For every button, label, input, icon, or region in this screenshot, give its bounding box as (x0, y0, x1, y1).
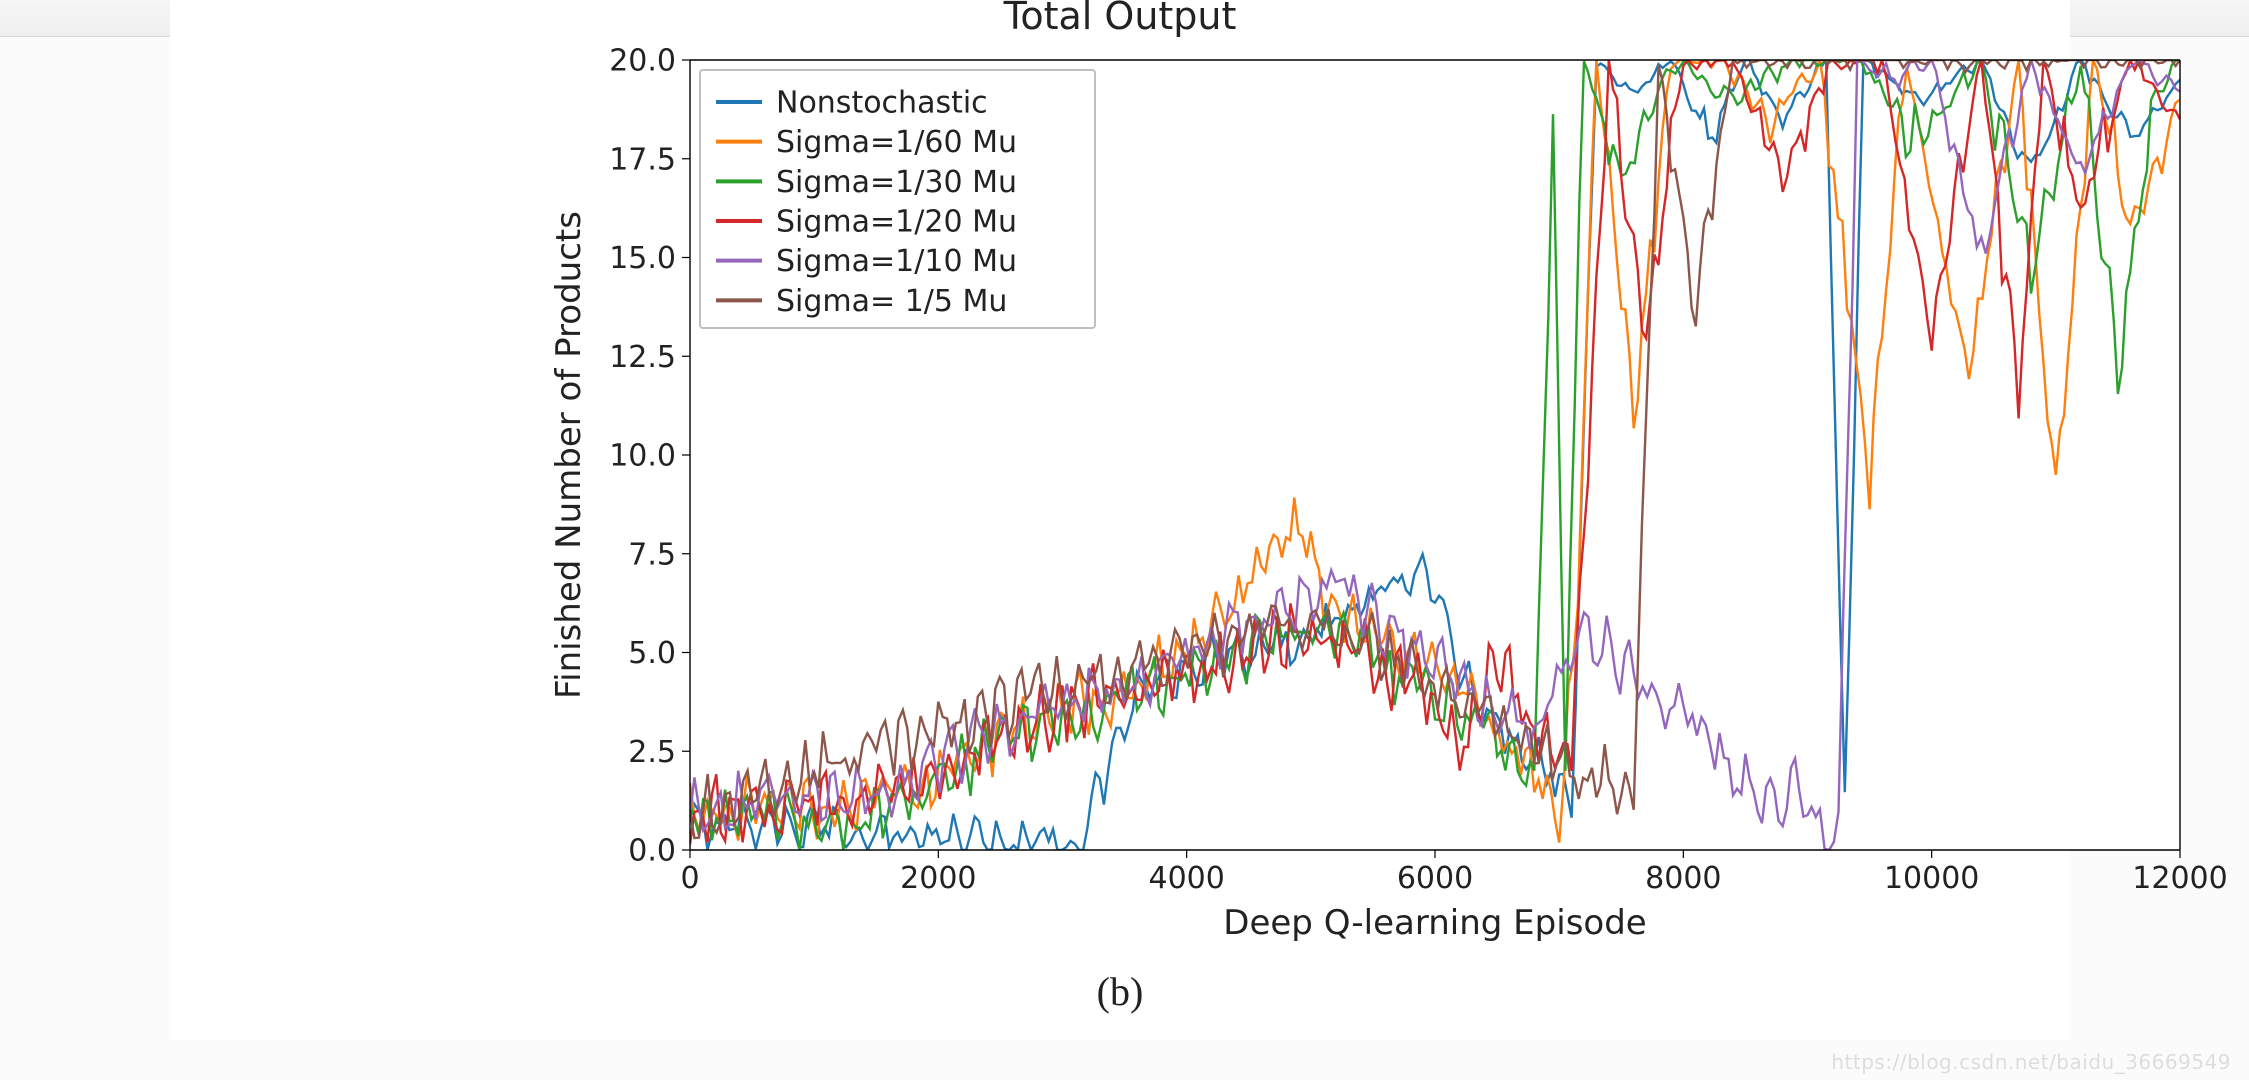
y-axis-label: Finished Number of Products (549, 211, 589, 699)
watermark-text: https://blog.csdn.net/baidu_36669549 (1831, 1050, 2231, 1074)
line-chart: 0 2000 4000 6000 8000 10000 12000 0.0 2.5 5.0 7.5 1… (170, 0, 2249, 1010)
legend-label: Sigma=1/20 Mu (776, 205, 1017, 240)
ytick-label: 0.0 (628, 834, 676, 869)
ytick-label: 20.0 (609, 44, 676, 79)
xtick-label: 4000 (1148, 861, 1224, 896)
legend-label: Sigma= 1/5 Mu (776, 284, 1007, 319)
legend-label: Sigma=1/30 Mu (776, 165, 1017, 200)
figure-card: Total Output 020004000600080001000012000… (170, 0, 2070, 1040)
legend-label: Sigma=1/10 Mu (776, 244, 1017, 279)
ytick-label: 5.0 (628, 636, 676, 671)
ytick-label: 15.0 (609, 241, 676, 276)
x-axis-label: Deep Q-learning Episode (1223, 903, 1646, 943)
xtick-label: 10000 (1884, 861, 1979, 896)
ytick-label: 2.5 (628, 735, 676, 770)
xtick-label: 0 (680, 861, 699, 896)
xtick-label: 12000 (2132, 861, 2227, 896)
ytick-label: 10.0 (609, 439, 676, 474)
legend-label: Nonstochastic (776, 86, 988, 121)
legend-label: Sigma=1/60 Mu (776, 125, 1017, 160)
xtick-label: 6000 (1397, 861, 1473, 896)
sub-caption: (b) (170, 968, 2070, 1015)
ytick-label: 12.5 (609, 340, 676, 375)
ytick-label: 7.5 (628, 537, 676, 572)
xtick-label: 2000 (900, 861, 976, 896)
page-root: Total Output 020004000600080001000012000… (0, 0, 2249, 1080)
xtick-label: 8000 (1645, 861, 1721, 896)
ytick-label: 17.5 (609, 142, 676, 177)
